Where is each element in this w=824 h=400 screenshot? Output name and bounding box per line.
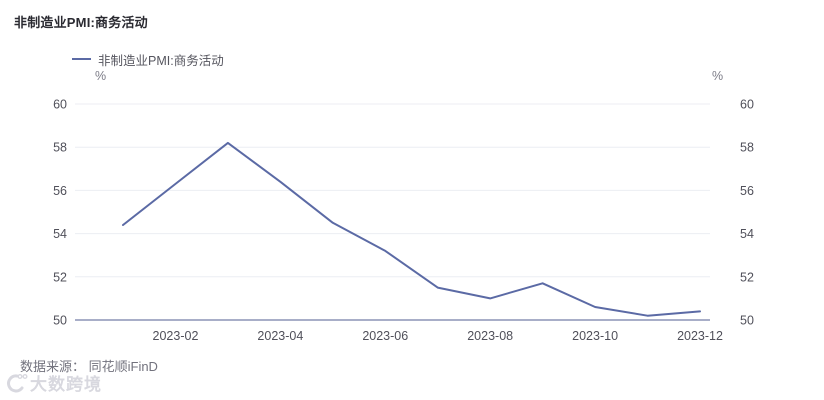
- y-axis-tick-right: 56: [740, 184, 754, 198]
- x-axis-tick: 2023-02: [153, 329, 199, 343]
- x-axis-tick: 2023-12: [677, 329, 723, 343]
- x-axis-tick: 2023-08: [467, 329, 513, 343]
- series-line: [122, 141, 701, 317]
- y-axis-tick-left: 52: [53, 270, 67, 284]
- y-axis-tick-left: 58: [53, 141, 67, 155]
- chart-title: 非制造业PMI:商务活动: [14, 15, 148, 30]
- y-axis-tick-right: 52: [740, 270, 754, 284]
- y-axis-tick-left: 60: [53, 98, 67, 112]
- x-axis-tick: 2023-06: [362, 329, 408, 343]
- watermark: 大数跨境: [4, 370, 102, 395]
- data-source-label: 数据来源： 同花顺iFinD: [20, 359, 158, 374]
- watermark-logo-icon: [7, 373, 28, 392]
- y-axis-unit-left: %: [95, 69, 107, 83]
- y-axis-tick-left: 56: [53, 184, 67, 198]
- y-axis-tick-right: 50: [740, 314, 754, 328]
- legend-line-icon: [72, 58, 91, 60]
- y-axis-unit-right: %: [712, 69, 724, 83]
- y-axis-tick-left: 54: [53, 227, 67, 241]
- legend-series-label: 非制造业PMI:商务活动: [98, 53, 224, 68]
- x-axis-tick: 2023-10: [572, 329, 618, 343]
- watermark-text: 大数跨境: [30, 375, 102, 394]
- y-axis-tick-right: 54: [740, 227, 754, 241]
- legend-item[interactable]: 非制造业PMI:商务活动: [72, 51, 224, 68]
- y-axis-tick-right: 60: [740, 98, 754, 112]
- y-axis-tick-right: 58: [740, 141, 754, 155]
- x-axis-tick: 2023-04: [257, 329, 303, 343]
- y-axis-tick-left: 50: [53, 314, 67, 328]
